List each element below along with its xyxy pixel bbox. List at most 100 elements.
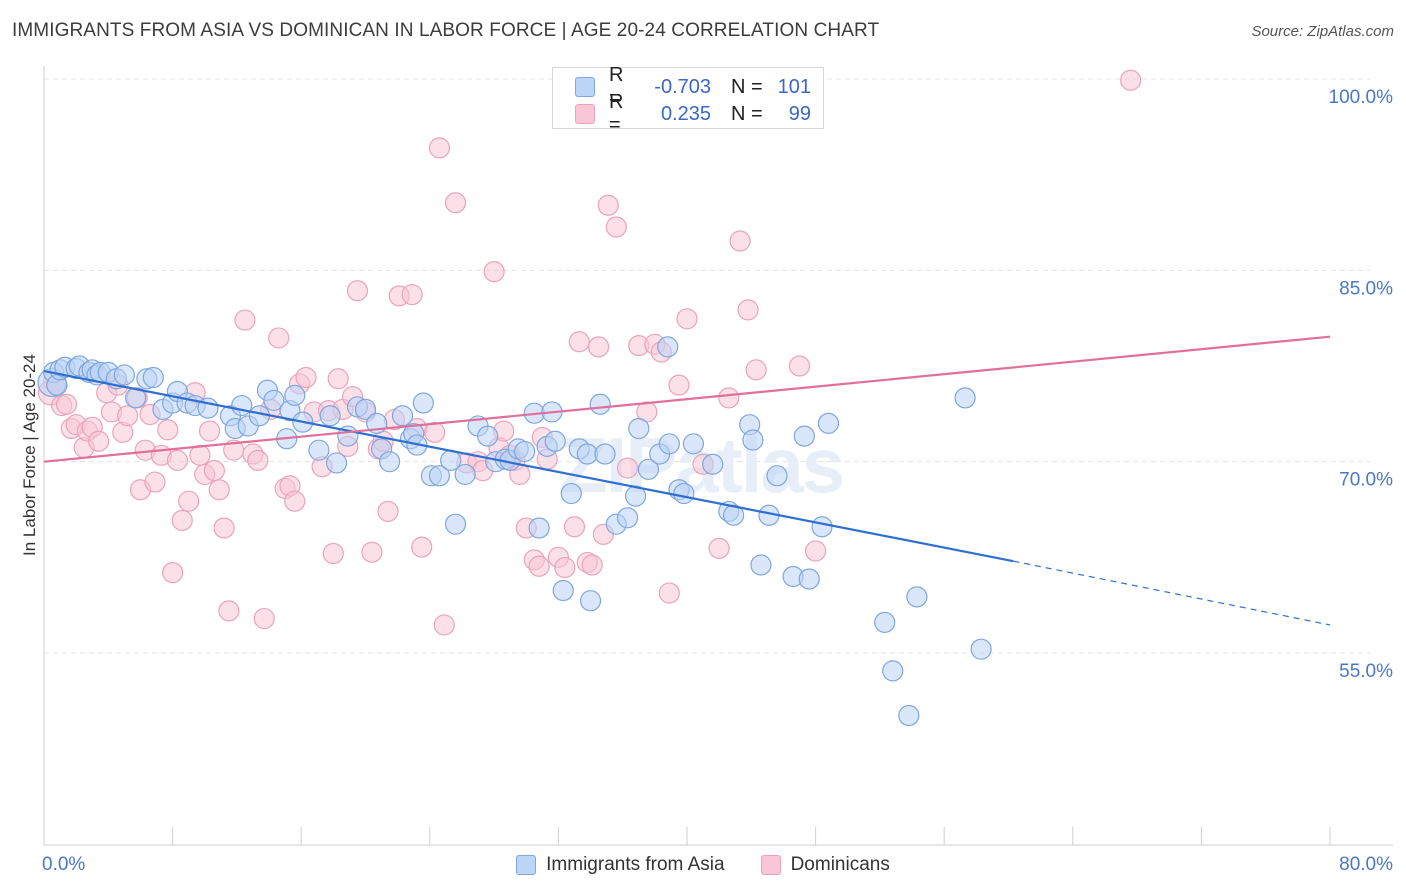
dominican-point: [162, 562, 184, 584]
asia-point: [308, 439, 330, 461]
asia-trend-line: [43, 370, 1014, 563]
asia-point: [594, 443, 616, 465]
asia-point: [970, 638, 992, 660]
asia-point: [379, 451, 401, 473]
asia-point: [412, 392, 434, 414]
asia-point: [514, 440, 536, 463]
points-immigrants-from-asia: [37, 336, 992, 727]
dominican-point: [198, 420, 221, 442]
dominican-point: [568, 331, 590, 353]
dominican-point: [563, 516, 586, 538]
asia-point: [817, 412, 840, 434]
asia-point: [576, 443, 598, 465]
dominican-point: [213, 517, 235, 539]
asia-point: [428, 465, 451, 487]
legend-swatch-pink: [575, 104, 595, 124]
asia-point: [750, 554, 772, 576]
legend-item-dominicans[interactable]: Dominicans: [760, 854, 890, 876]
points-dominicans: [37, 69, 1142, 636]
r-value: -0.703: [654, 75, 711, 98]
asia-point: [444, 513, 467, 535]
dominican-point: [377, 500, 399, 523]
dominican-point: [433, 614, 455, 636]
x-tick-label: 80.0%: [1339, 854, 1393, 875]
dominican-point: [424, 421, 446, 443]
y-tick-label: 85.0%: [1339, 278, 1393, 299]
asia-point: [874, 611, 896, 633]
dominican-point: [88, 430, 110, 452]
y-tick-label: 100.0%: [1329, 87, 1394, 108]
legend-swatch-blue: [575, 77, 595, 97]
asia-point: [742, 429, 764, 451]
dominican-point: [327, 368, 349, 390]
dominican-point: [428, 137, 451, 159]
asia-point: [552, 579, 574, 602]
dominican-point: [166, 449, 189, 471]
dominican-point: [144, 471, 166, 493]
asia-point: [579, 590, 602, 612]
dominican-point: [745, 359, 767, 381]
series-legend: Immigrants from Asia Dominicans: [0, 851, 1406, 879]
asia-point: [793, 425, 815, 447]
asia-point: [628, 417, 650, 440]
asia-trend-line-extension: [1013, 560, 1331, 626]
dominican-point: [708, 537, 730, 560]
dominican-point: [581, 554, 603, 576]
asia-point: [263, 389, 285, 412]
stats-row-dominicans: R = 0.235 N = 99: [575, 91, 811, 136]
source-label: Source: ZipAtlas.com: [1251, 23, 1394, 40]
dominican-point: [788, 355, 811, 377]
tick-label-layer: 55.0% 70.0% 85.0% 100.0% 0.0% 80.0%: [42, 87, 1393, 875]
dominican-point: [597, 194, 619, 216]
chart-title: IMMIGRANTS FROM ASIA VS DOMINICAN IN LAB…: [12, 20, 880, 41]
axis-layer: [43, 66, 1393, 846]
dominican-point: [116, 405, 139, 427]
dominican-point: [322, 542, 344, 565]
dominican-point: [401, 283, 423, 306]
asia-point: [702, 453, 724, 475]
r-value: 0.235: [660, 102, 711, 125]
asia-point: [882, 660, 904, 682]
dominican-point: [528, 555, 550, 577]
legend-item-immigrants[interactable]: Immigrants from Asia: [516, 854, 725, 876]
asia-point: [811, 516, 833, 538]
asia-point: [616, 507, 639, 529]
stats-legend: R = -0.703 N = 101 R = 0.235 N = 99: [552, 64, 824, 136]
n-value: 101: [777, 75, 811, 98]
dominican-point: [658, 582, 680, 604]
dominican-point: [483, 261, 505, 283]
dominican-point: [676, 308, 698, 330]
asia-point: [454, 463, 476, 486]
dominican-point: [218, 600, 240, 622]
asia-point: [319, 405, 341, 427]
n-label: N =: [731, 75, 763, 98]
legend-label: Dominicans: [790, 854, 890, 875]
dominican-point: [253, 607, 275, 630]
legend-swatch-pink: [760, 855, 781, 875]
dominican-point: [804, 540, 827, 562]
dominican-point: [208, 479, 230, 501]
dominican-point: [1120, 69, 1142, 91]
n-label: N =: [731, 102, 763, 125]
stats-row-immigrants: R = -0.703 N = 101: [575, 64, 811, 109]
trend-layer: [43, 335, 1331, 626]
dominican-point: [718, 387, 740, 409]
dominican-point: [55, 393, 78, 415]
asia-point: [528, 517, 550, 539]
asia-point: [906, 586, 928, 608]
dominican-point: [234, 309, 256, 331]
asia-point: [798, 568, 820, 590]
asia-point: [325, 452, 348, 474]
dominican-point: [361, 541, 383, 563]
asia-point: [637, 458, 660, 480]
y-tick-label: 55.0%: [1339, 661, 1393, 682]
dominican-point: [411, 536, 433, 558]
r-label: R =: [609, 91, 624, 136]
dominican-trend-line: [43, 335, 1331, 463]
x-tick-label: 0.0%: [42, 854, 85, 875]
asia-point: [658, 433, 680, 455]
legend-swatch-blue: [516, 855, 537, 875]
dominican-point: [737, 299, 759, 321]
dominican-point: [284, 490, 306, 512]
